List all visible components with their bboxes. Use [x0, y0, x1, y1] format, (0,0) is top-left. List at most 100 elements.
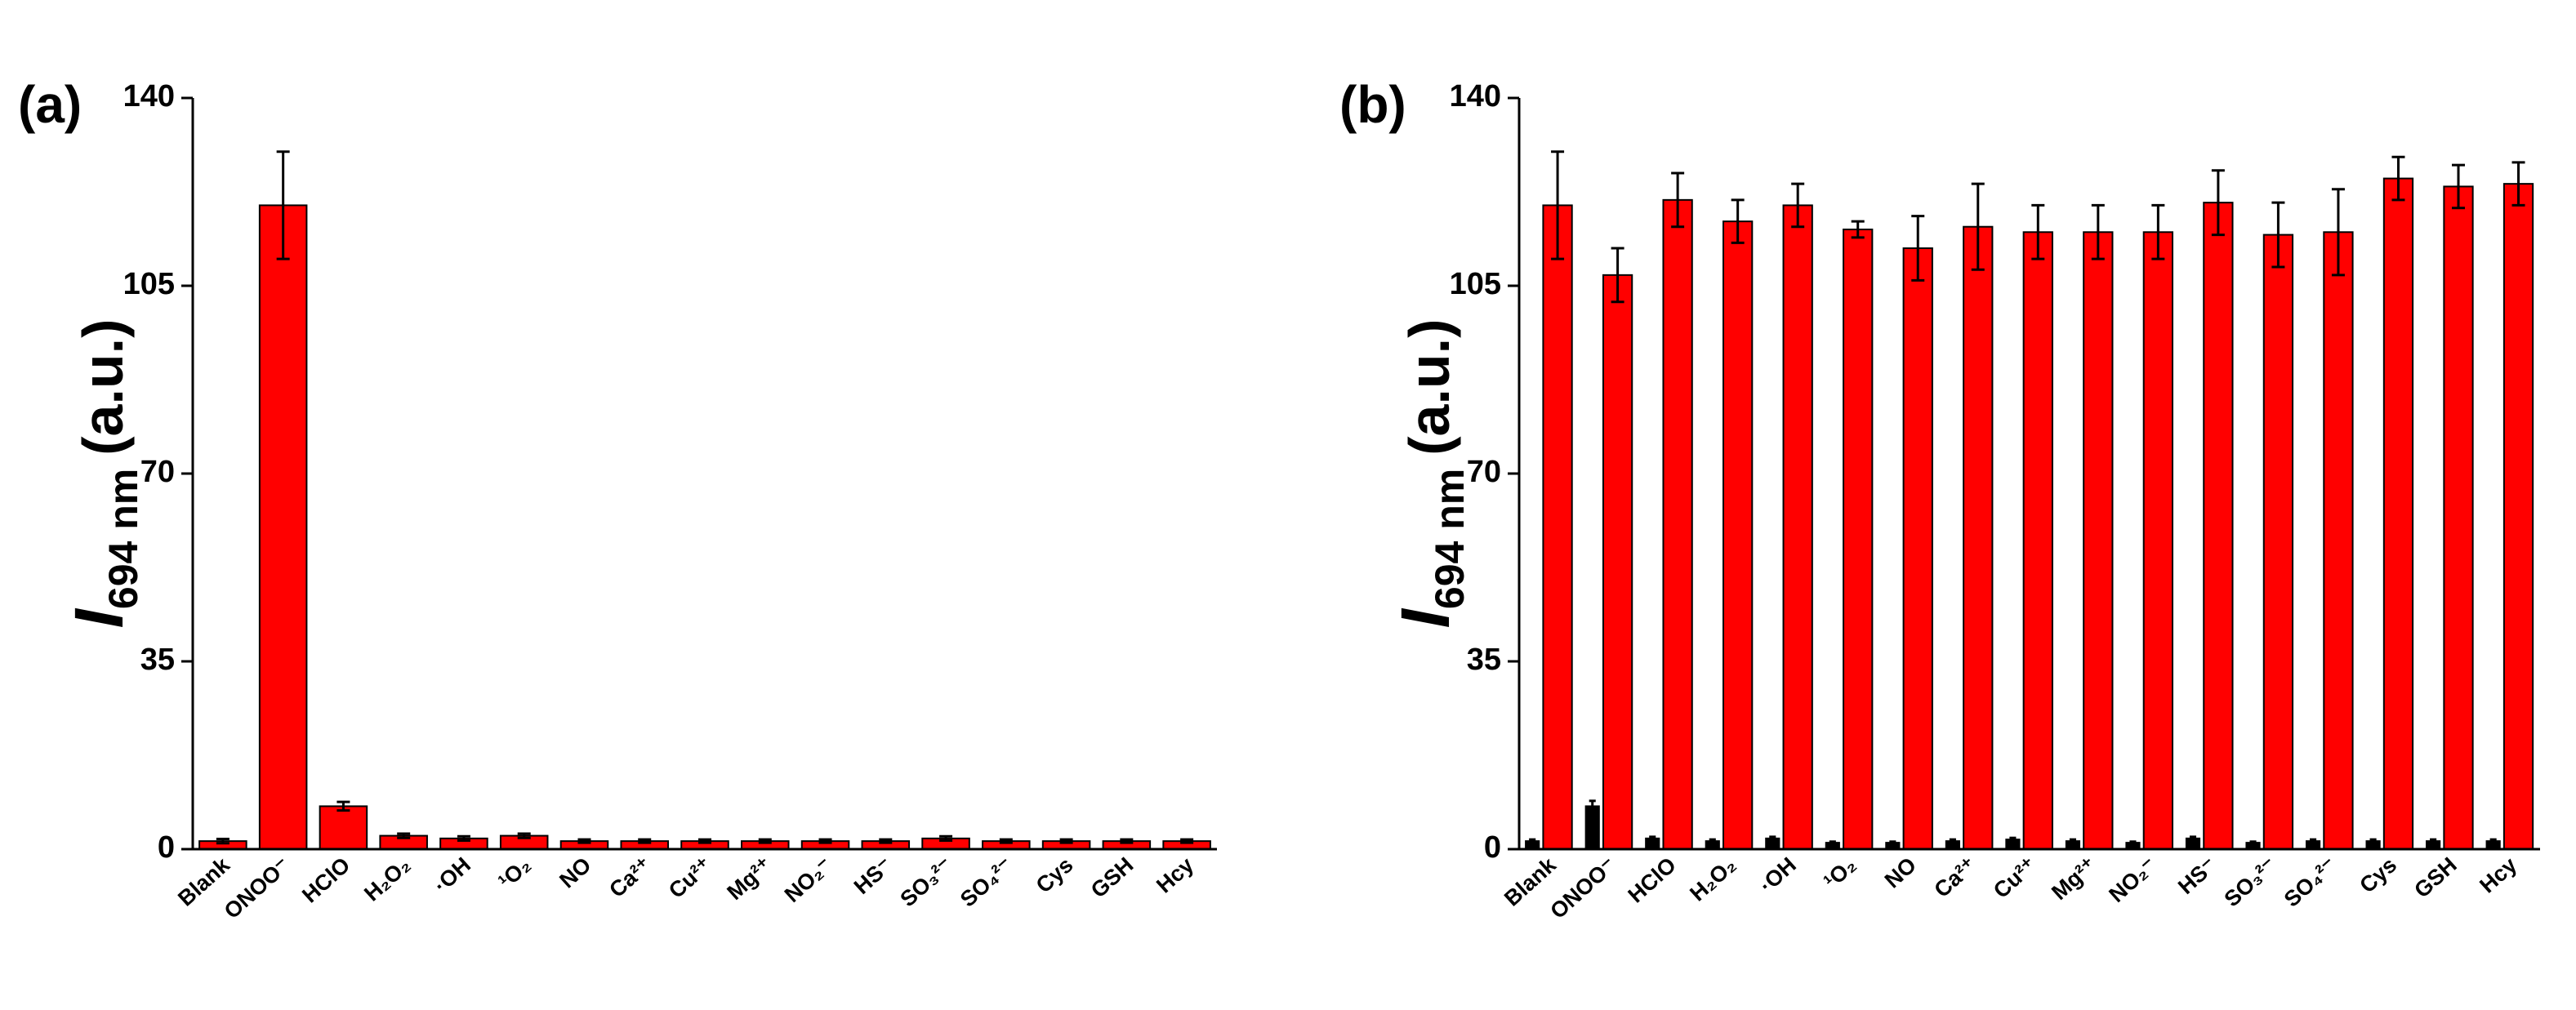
error-bar — [2271, 201, 2285, 269]
error-bar — [2091, 203, 2105, 260]
x-tick-label: HClO — [297, 852, 354, 907]
error-bar — [276, 150, 290, 260]
error-bar — [879, 838, 893, 844]
bar — [1902, 247, 1933, 850]
error-bar — [336, 800, 350, 812]
error-bar — [2331, 188, 2345, 277]
error-bar — [638, 838, 652, 844]
x-tick-label: Cys — [1032, 852, 1078, 897]
bar — [1662, 198, 1693, 851]
x-tick-label: H₂O₂ — [359, 852, 415, 905]
x-tick-label: Cu²⁺ — [664, 852, 716, 903]
error-bar — [2452, 163, 2465, 210]
x-tick-label: NO₂⁻ — [2104, 852, 2161, 907]
y-tick-label: 70 — [1467, 455, 1501, 489]
y-tick-label: 140 — [123, 79, 175, 113]
bar — [2443, 185, 2474, 850]
y-tick-label: 0 — [158, 830, 175, 865]
y-label-symbol: I — [1387, 607, 1464, 628]
error-bar — [1851, 220, 1865, 239]
bar — [1723, 220, 1754, 850]
error-bar — [1120, 838, 1134, 844]
x-tick-label: SO₃²⁻ — [895, 852, 957, 911]
x-tick-label: ONOO⁻ — [1545, 852, 1620, 923]
x-tick-label: Ca²⁺ — [1929, 852, 1981, 902]
bar — [2083, 231, 2114, 850]
bar — [1963, 225, 1994, 850]
y-label-subscript: 694 nm — [100, 469, 146, 609]
y-tick-label: 105 — [123, 267, 175, 301]
error-bar — [1671, 171, 1685, 229]
y-label-unit: (a.u.) — [71, 319, 135, 456]
y-label-subscript: 694 nm — [1427, 469, 1473, 609]
error-bar — [1791, 182, 1805, 229]
error-bar — [818, 838, 832, 844]
error-bar — [2151, 203, 2165, 260]
error-bar — [1611, 247, 1624, 304]
x-tick-label: ·OH — [1754, 852, 1801, 897]
bar — [2203, 202, 2234, 850]
x-tick-label: Ca²⁺ — [604, 852, 656, 902]
error-bar — [2511, 161, 2525, 207]
error-bar — [2489, 838, 2497, 844]
error-bar — [2369, 838, 2377, 844]
x-tick-label: NO₂⁻ — [780, 852, 837, 907]
x-tick-label: Mg²⁺ — [2047, 852, 2101, 905]
y-tick-label: 105 — [1450, 267, 1501, 301]
x-tick-label: Hcy — [1152, 852, 1198, 897]
bar — [2022, 231, 2053, 850]
x-tick-label: Hcy — [2475, 852, 2521, 897]
bar — [2382, 177, 2414, 851]
bar — [258, 204, 308, 850]
y-label-symbol: I — [60, 607, 137, 628]
x-tick-label: ¹O₂ — [1819, 852, 1861, 893]
y-tick-label: 140 — [1450, 79, 1501, 113]
error-bar — [1551, 150, 1565, 260]
error-bar — [1829, 840, 1836, 845]
bar — [2502, 183, 2534, 850]
panel-label: (b) — [1339, 75, 1406, 134]
error-bar — [2069, 838, 2076, 844]
x-tick-label: Cys — [2355, 852, 2401, 897]
error-bar — [1709, 838, 1716, 844]
error-bar — [698, 838, 711, 844]
error-bar — [2031, 203, 2045, 260]
x-tick-label: SO₄²⁻ — [2280, 852, 2342, 912]
x-tick-label: GSH — [2409, 852, 2462, 902]
error-bar — [1769, 835, 1776, 842]
bar — [1782, 204, 1813, 850]
error-bar — [1971, 182, 1985, 271]
x-tick-label: ¹O₂ — [493, 852, 535, 893]
x-tick-label: HClO — [1624, 852, 1681, 907]
error-bar — [2249, 840, 2257, 845]
bar — [1542, 204, 1573, 850]
error-bar — [2189, 835, 2197, 842]
error-bar — [2391, 155, 2405, 202]
error-bar — [2129, 840, 2137, 845]
x-tick-label: ·OH — [429, 852, 475, 897]
x-tick-label: HS⁻ — [849, 852, 898, 899]
error-bar — [457, 834, 470, 842]
bar — [1602, 274, 1633, 851]
error-bar — [1731, 198, 1745, 244]
error-bar — [397, 832, 411, 839]
y-tick-label: 0 — [1484, 830, 1501, 865]
x-tick-label: NO — [1880, 852, 1921, 892]
error-bar — [1889, 840, 1896, 845]
error-bar — [999, 838, 1013, 844]
x-tick-label: HS⁻ — [2173, 852, 2222, 899]
x-tick-label: SO₃²⁻ — [2220, 852, 2282, 911]
bar — [2323, 231, 2354, 850]
error-bar — [577, 838, 591, 844]
x-tick-label: Mg²⁺ — [722, 852, 776, 905]
error-bar — [2211, 169, 2225, 237]
y-label-unit: (a.u.) — [1397, 319, 1461, 456]
y-tick-label: 35 — [1467, 643, 1501, 677]
error-bar — [939, 834, 953, 842]
y-axis-label: I694 nm (a.u.) — [1387, 319, 1473, 629]
x-tick-label: H₂O₂ — [1685, 852, 1740, 905]
